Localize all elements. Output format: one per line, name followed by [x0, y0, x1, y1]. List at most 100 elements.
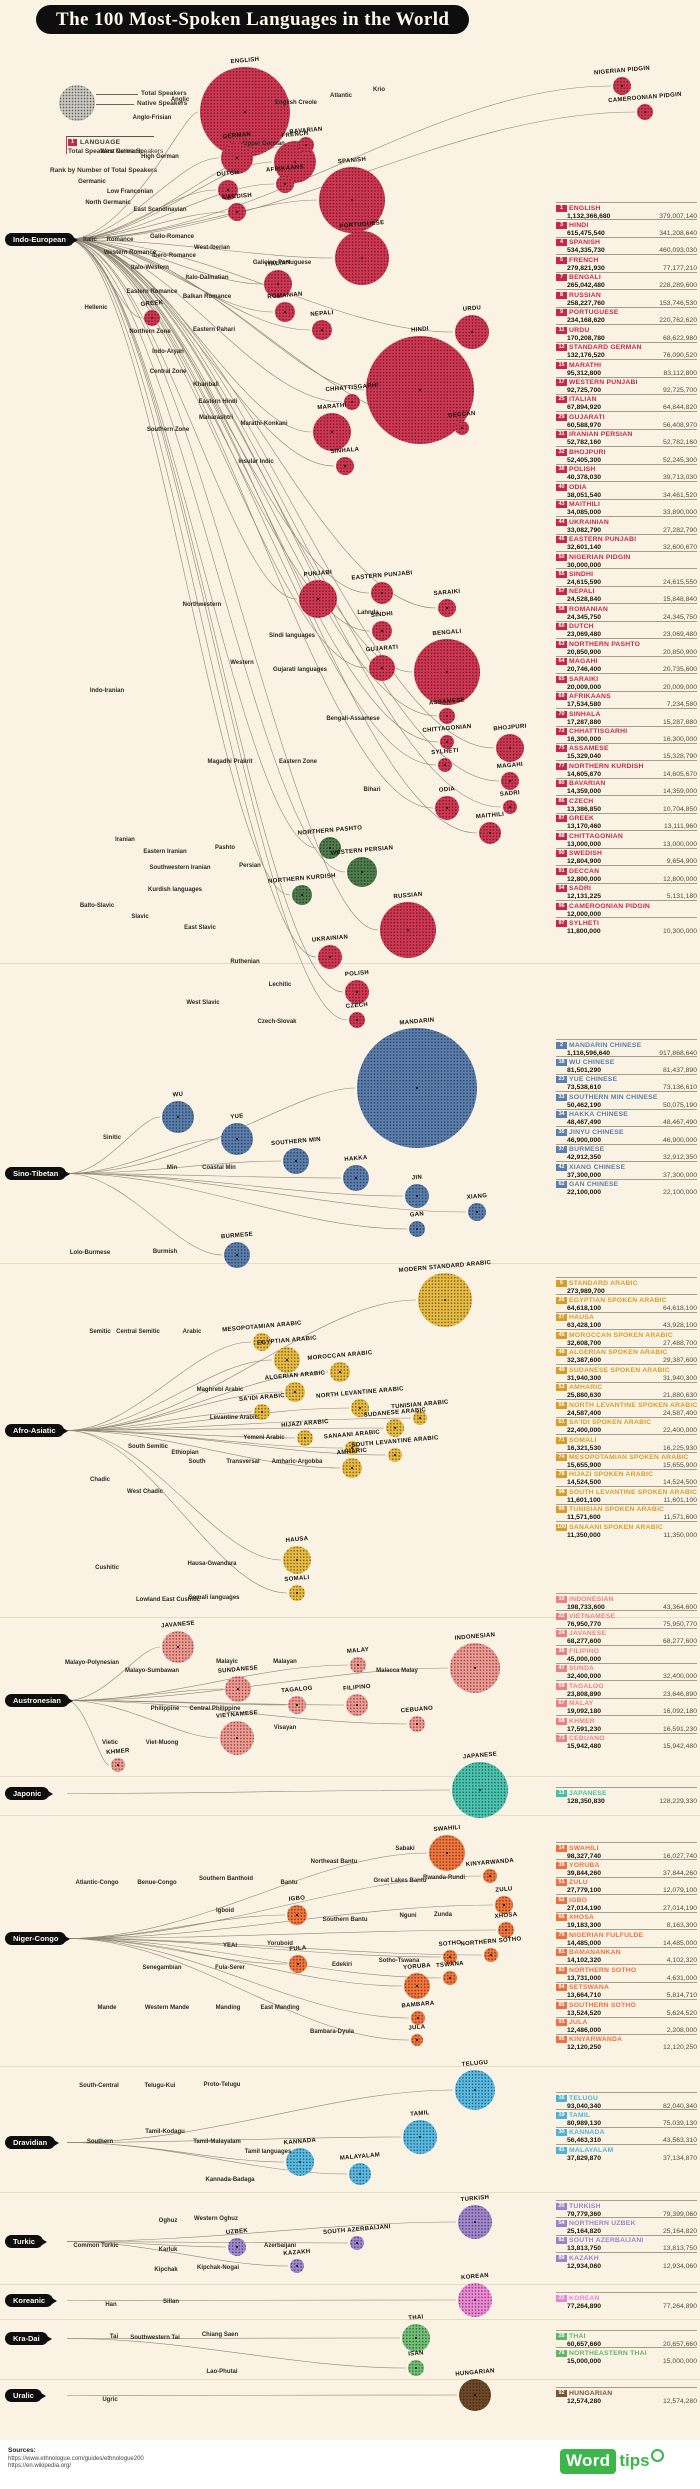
native-speakers-value: 5,814,710 — [666, 1992, 697, 2000]
native-speakers-core — [293, 1390, 297, 1394]
total-speakers-value: 81,501,290 — [567, 1066, 602, 1074]
entry-numbers-line: 20,850,900 20,850,900 — [567, 649, 697, 657]
rank-badge: 76 — [556, 2349, 567, 2357]
total-speakers-value: 25,880,630 — [567, 1392, 602, 1400]
entry-numbers-line: 17,287,880 15,287,880 — [567, 719, 697, 727]
list-entry: 83 NORTHERN SOTHO 13,731,000 4,631,000 — [556, 1964, 697, 1982]
family-separator — [0, 2379, 700, 2380]
language-name: HUNGARIAN — [569, 2389, 613, 2397]
native-speakers-value: 32,600,670 — [662, 544, 697, 552]
branch-label: Han — [105, 2302, 117, 2308]
rank-badge: 94 — [556, 885, 567, 893]
rank-badge: 30 — [556, 2129, 567, 2137]
source-link-wikipedia[interactable]: https://en.wikipedia.org/ — [8, 2463, 72, 2469]
total-speakers-value: 45,000,000 — [567, 1655, 602, 1663]
language-name: DECCAN — [569, 867, 600, 875]
total-speakers-value: 48,467,490 — [567, 1119, 602, 1127]
total-speakers-value: 40,378,030 — [567, 474, 602, 482]
entry-name-line: 1 ENGLISH — [556, 204, 601, 213]
native-speakers-core — [473, 2220, 477, 2224]
list-entry: 95 KINYARWANDA 12,120,250 12,120,250 — [556, 2033, 697, 2051]
branch-label: Eastern Zone — [278, 759, 318, 765]
branch-label: Malacca Malay — [376, 1668, 418, 1674]
list-entry: 2 MANDARIN CHINESE 1,116,596,640 917,868,64… — [556, 1039, 697, 1057]
branch-label: Mande — [97, 2005, 117, 2011]
total-speakers-value: 24,615,590 — [567, 578, 602, 586]
total-speakers-value: 14,605,670 — [567, 770, 602, 778]
list-entry: 71 SOMALI 16,321,530 16,225,930 — [556, 1434, 697, 1452]
total-speakers-value: 198,733,600 — [567, 1603, 605, 1611]
entry-numbers-line: 11,350,000 11,350,000 — [567, 1532, 697, 1540]
rank-badge: 24 — [556, 1630, 567, 1638]
total-speakers-value: 13,813,750 — [567, 2245, 602, 2253]
branch-label: Germanic — [78, 179, 106, 185]
entry-numbers-line: 19,092,180 16,092,180 — [567, 1708, 697, 1716]
list-entry: 53 AMHARIC 25,880,630 21,880,630 — [556, 1381, 697, 1399]
rank-badge: 47 — [556, 1665, 567, 1673]
list-entry: 48 ALGERIAN SPOKEN ARABIC 32,387,600 29,387… — [556, 1346, 697, 1364]
list-entry: 1 ENGLISH 1,132,366,680 379,007,140 — [556, 202, 697, 220]
native-speakers-value: 73,136,610 — [662, 1084, 697, 1092]
list-entry: 57 NEPALI 24,528,840 15,848,840 — [556, 585, 697, 603]
entry-name-line: 96 CAMEROONIAN PIDGIN — [556, 902, 650, 911]
branch-label: Edekiri — [331, 1962, 353, 1968]
list-entry: 66 XHOSA 19,183,300 8,163,300 — [556, 1911, 697, 1929]
entry-name-line: 23 YUE CHINESE — [556, 1076, 617, 1084]
branch-label: Senegambian — [142, 1965, 182, 1971]
page-title: The 100 Most-Spoken Languages in the Wor… — [36, 5, 470, 34]
list-entry: 41 MALAYALAM 37,829,870 37,134,870 — [556, 2144, 697, 2162]
language-name: SOMALI — [569, 1436, 597, 1444]
branch-label: Insular Indic — [238, 459, 274, 465]
language-name: MESOPOTAMIAN SPOKEN ARABIC — [569, 1454, 689, 1461]
entry-name-line: 17 WESTERN PUNJABI — [556, 379, 638, 387]
entry-numbers-line: 37,300,000 37,300,000 — [567, 1172, 697, 1180]
branch-label: Benue-Congo — [137, 1880, 177, 1886]
total-speakers-value: 32,400,000 — [567, 1673, 602, 1681]
entry-name-line: 20 TURKISH — [556, 2202, 601, 2211]
entry-numbers-line: 52,405,300 52,245,300 — [567, 457, 697, 465]
branch-label: West Chadic — [127, 1489, 163, 1495]
branch-label: Western — [230, 660, 254, 666]
branch-label: East Scandinavian — [133, 207, 187, 213]
branch-label: Visayan — [273, 1725, 297, 1731]
native-speakers-core — [360, 870, 364, 874]
list-entry: 99 TUNISIAN SPOKEN ARABIC 11,571,600 11,571… — [556, 1503, 697, 1521]
language-name: EGYPTIAN SPOKEN ARABIC — [569, 1296, 667, 1304]
language-name: SOUTH AZERBAIJANI — [569, 2237, 644, 2245]
entry-numbers-line: 79,779,360 79,399,060 — [567, 2211, 697, 2219]
rank-badge: 8 — [556, 291, 567, 299]
list-entry: 91 DECCAN 12,800,000 12,800,000 — [556, 865, 697, 883]
source-link-ethnologue[interactable]: https://www.ethnologue.com/guides/ethnol… — [8, 2456, 144, 2462]
language-name: SINDHI — [569, 570, 594, 578]
native-speakers-value: 2,208,000 — [666, 2027, 697, 2034]
list-entry: 65 SARAIKI 20,009,000 20,009,000 — [556, 673, 697, 691]
native-speakers-value: 16,591,230 — [662, 1725, 697, 1733]
rank-badge: 16 — [556, 2094, 567, 2102]
entry-numbers-line: 40,378,030 39,713,030 — [567, 474, 697, 482]
rank-badge: 35 — [556, 1128, 567, 1136]
entry-numbers-line: 37,829,870 37,134,870 — [567, 2155, 697, 2163]
total-speakers-value: 13,170,460 — [567, 823, 602, 831]
language-name: MALAYALAM — [569, 2146, 614, 2154]
native-speakers-core — [445, 670, 449, 674]
language-name: FRENCH — [569, 256, 599, 264]
native-speakers-core — [415, 1227, 419, 1231]
language-name: NORTHERN UZBEK — [569, 2219, 636, 2227]
native-speakers-core — [150, 316, 154, 320]
rank-badge: 1 — [556, 204, 567, 212]
rank-badge: 34 — [556, 1111, 567, 1119]
list-entry: 10 INDONESIAN 198,733,600 43,364,600 — [556, 1593, 697, 1611]
branch-label: Lao-Phutai — [206, 2369, 238, 2375]
language-name: GUJARATI — [569, 413, 605, 421]
rank-badge: 2 — [556, 1041, 567, 1049]
rank-badge: 9 — [556, 309, 567, 317]
total-speakers-value: 11,800,000 — [567, 927, 601, 935]
language-name: NORTH LEVANTINE SPOKEN ARABIC — [569, 1401, 698, 1409]
language-name: SWAHILI — [569, 1844, 599, 1852]
list-entry: 60 DUTCH 23,069,480 23,069,480 — [556, 620, 697, 638]
total-speakers-value: 24,345,750 — [567, 613, 602, 621]
native-speakers-value: 56,408,970 — [662, 421, 697, 429]
native-speakers-value: 13,000,000 — [662, 840, 697, 848]
family-separator — [0, 1617, 700, 1618]
entry-numbers-line: 63,428,100 43,928,100 — [567, 1322, 697, 1330]
